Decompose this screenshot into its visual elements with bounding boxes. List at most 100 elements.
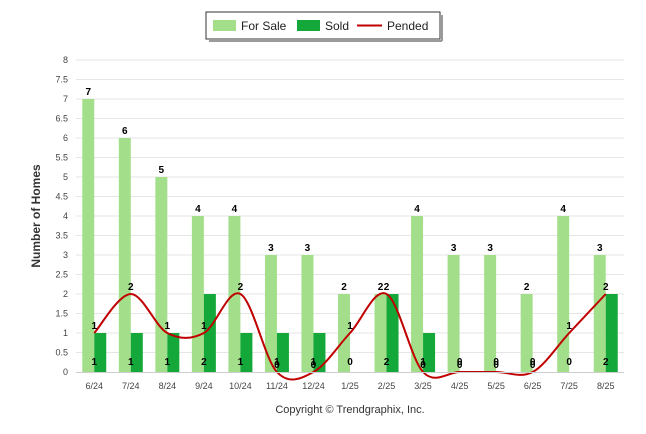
data-label-pended: 0 xyxy=(493,360,499,371)
data-label-sold: 2 xyxy=(384,357,390,368)
legend-label-pended: Pended xyxy=(387,19,428,33)
data-label-sold: 1 xyxy=(238,357,244,368)
data-label-for-sale: 4 xyxy=(560,204,566,215)
x-tick-label: 4/25 xyxy=(451,381,469,391)
y-tick-label: 4.5 xyxy=(55,192,68,202)
data-label-for-sale: 2 xyxy=(378,282,384,293)
data-label-sold: 1 xyxy=(128,357,134,368)
y-tick-label: 7 xyxy=(63,94,68,104)
x-tick-label: 7/24 xyxy=(122,381,140,391)
legend-label-for-sale: For Sale xyxy=(241,19,287,33)
bar-sold xyxy=(605,294,618,372)
pended-line xyxy=(93,292,607,381)
data-label-sold: 0 xyxy=(457,357,463,368)
y-axis-label: Number of Homes xyxy=(29,164,43,268)
y-tick-label: 2 xyxy=(63,289,68,299)
y-tick-label: 5 xyxy=(63,172,68,182)
x-tick-label: 5/25 xyxy=(487,381,505,391)
bar-sold xyxy=(276,333,289,372)
x-tick-label: 7/25 xyxy=(560,381,578,391)
y-tick-label: 4 xyxy=(63,211,68,221)
bar-sold xyxy=(386,294,399,372)
bar-for-sale xyxy=(191,216,204,372)
data-label-for-sale: 3 xyxy=(305,243,311,254)
data-label-sold: 2 xyxy=(603,357,609,368)
data-label-pended: 1 xyxy=(91,321,97,332)
y-tick-label: 6.5 xyxy=(55,114,68,124)
data-label-for-sale: 3 xyxy=(268,243,274,254)
data-label-for-sale: 3 xyxy=(451,243,457,254)
y-tick-label: 7.5 xyxy=(55,75,68,85)
bar-for-sale xyxy=(411,216,424,372)
bar-sold xyxy=(94,333,107,372)
bar-for-sale xyxy=(447,255,460,372)
bar-for-sale xyxy=(374,294,387,372)
legend-swatch-sold xyxy=(297,20,320,31)
y-tick-labels: 0 0.5 1 1.5 2 2.5 3 3.5 4 4.5 5 5.5 6 6.5 7 7.5 8 xyxy=(55,55,68,377)
data-label-pended: 0 xyxy=(457,360,463,371)
data-label-sold: 1 xyxy=(91,357,97,368)
data-label-pended: 0 xyxy=(311,360,317,371)
data-label-pended: 1 xyxy=(201,321,207,332)
copyright-footer: Copyright © Trendgraphix, Inc. xyxy=(275,404,424,416)
bar-for-sale xyxy=(593,255,606,372)
data-label-pended: 1 xyxy=(566,321,572,332)
data-label-pended: 0 xyxy=(274,360,280,371)
x-tick-label: 3/25 xyxy=(414,381,432,391)
pended-line-group xyxy=(93,292,607,381)
y-tick-label: 1.5 xyxy=(55,309,68,319)
data-label-pended: 1 xyxy=(347,321,353,332)
data-label-pended: 2 xyxy=(384,282,390,293)
data-label-pended: 2 xyxy=(128,282,134,293)
x-tick-label: 8/24 xyxy=(159,381,177,391)
data-label-for-sale: 7 xyxy=(85,87,91,98)
x-tick-label: 12/24 xyxy=(302,381,325,391)
data-label-pended: 1 xyxy=(165,321,171,332)
data-label-sold: 0 xyxy=(347,357,353,368)
y-tick-label: 0.5 xyxy=(55,348,68,358)
data-label-sold: 0 xyxy=(530,357,536,368)
y-tick-label: 8 xyxy=(63,55,68,65)
bar-for-sale xyxy=(520,294,533,372)
y-tick-label: 0 xyxy=(63,367,68,377)
bar-for-sale xyxy=(118,138,131,372)
data-label-for-sale: 3 xyxy=(487,243,493,254)
bar-sold xyxy=(240,333,253,372)
data-label-sold: 2 xyxy=(201,357,207,368)
data-label-sold: 0 xyxy=(493,357,499,368)
data-label-for-sale: 4 xyxy=(195,204,201,215)
bar-for-sale xyxy=(338,294,350,372)
bar-for-sale xyxy=(301,255,314,372)
x-tick-label: 6/24 xyxy=(86,381,104,391)
x-tick-label: 6/25 xyxy=(524,381,542,391)
data-label-for-sale: 4 xyxy=(414,204,420,215)
data-label-sold: 1 xyxy=(165,357,171,368)
bar-sold xyxy=(167,333,180,372)
data-label-for-sale: 5 xyxy=(159,165,165,176)
legend: For Sale Sold Pended xyxy=(205,11,443,42)
data-label-pended: 2 xyxy=(238,282,244,293)
legend-swatch-for-sale xyxy=(213,20,236,31)
bar-for-sale xyxy=(82,99,95,372)
y-tick-label: 3.5 xyxy=(55,231,68,241)
data-label-for-sale: 3 xyxy=(597,243,603,254)
x-tick-labels: 6/24 7/24 8/24 9/24 10/24 11/24 12/24 1/25 2/25 3… xyxy=(86,381,615,391)
x-tick-label: 9/24 xyxy=(195,381,213,391)
bar-for-sale xyxy=(264,255,277,372)
y-tick-label: 1 xyxy=(63,328,68,338)
data-label-for-sale: 6 xyxy=(122,126,128,137)
legend-box xyxy=(205,11,441,40)
bar-for-sale xyxy=(557,216,570,372)
legend-label-sold: Sold xyxy=(325,19,349,33)
x-tick-label: 11/24 xyxy=(266,381,288,391)
y-tick-label: 3 xyxy=(63,250,68,260)
data-label-pended: 0 xyxy=(420,360,426,371)
bars xyxy=(82,99,618,372)
bar-sold xyxy=(423,333,436,372)
y-tick-label: 5.5 xyxy=(55,153,68,163)
bar-for-sale xyxy=(155,177,168,372)
bar-for-sale xyxy=(484,255,497,372)
x-tick-label: 2/25 xyxy=(378,381,396,391)
x-tick-label: 1/25 xyxy=(341,381,359,391)
